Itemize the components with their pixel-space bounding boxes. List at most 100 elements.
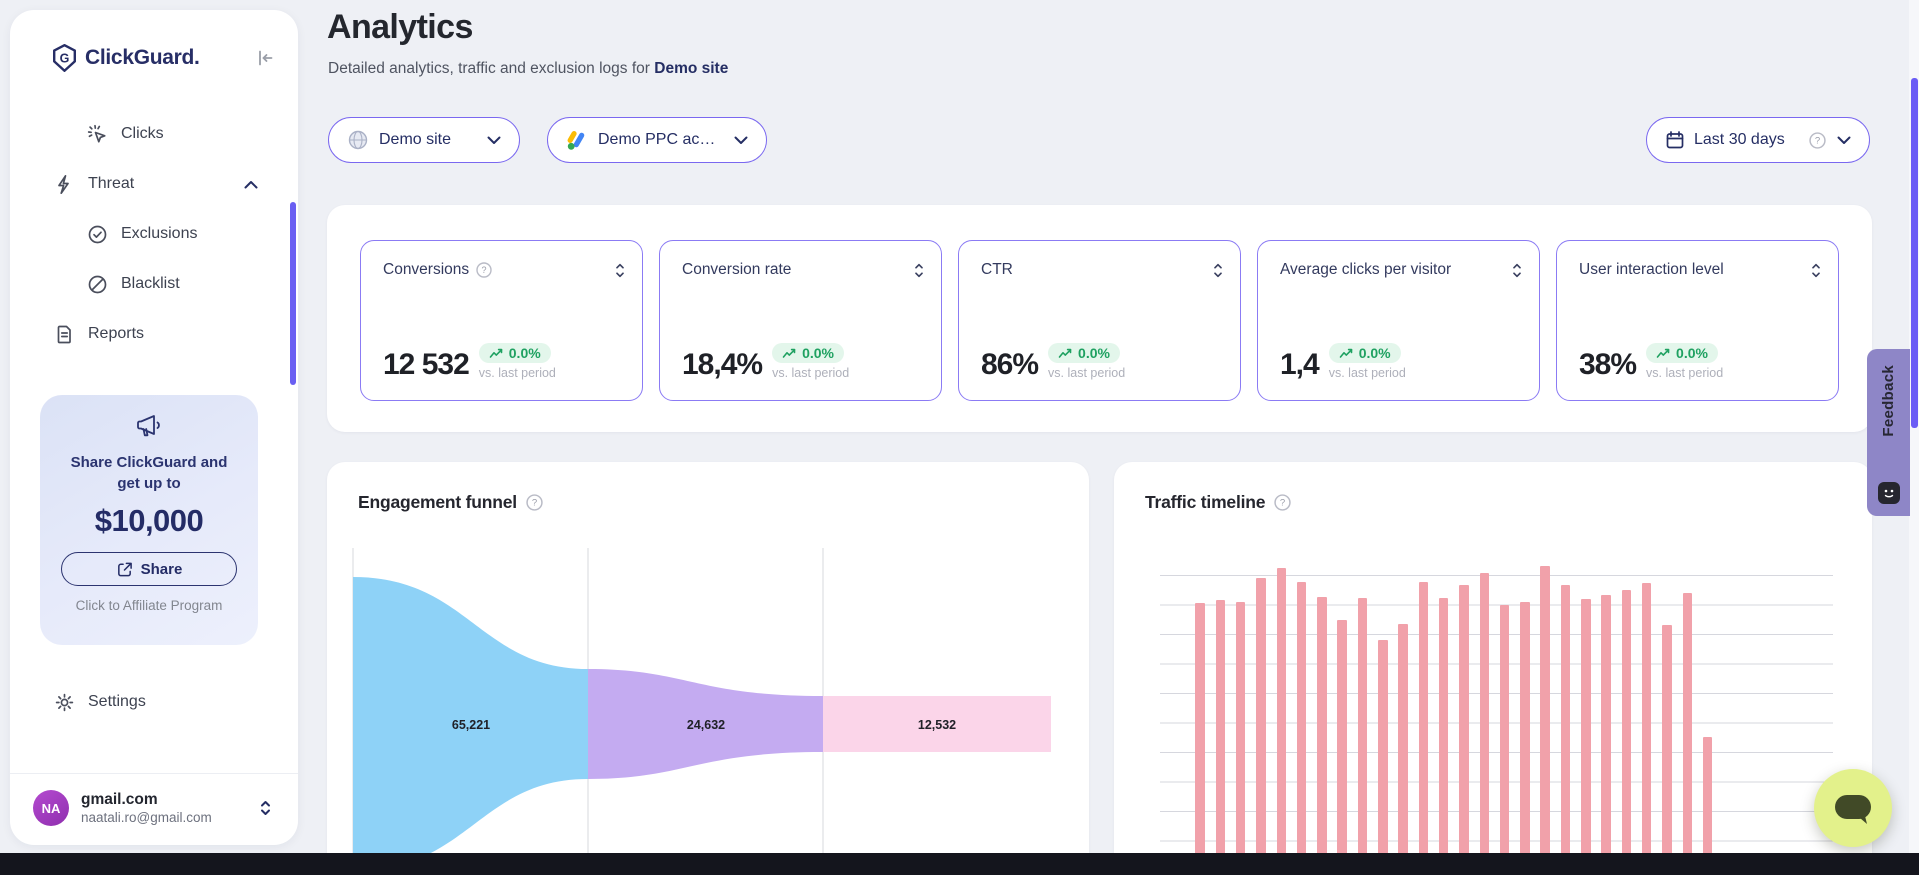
timeline-bar[interactable] (1296, 582, 1307, 875)
timeline-bar[interactable] (1418, 582, 1429, 875)
kpi-card-conversion-rate: Conversion rate 18,4% 0.0% vs. last period (659, 240, 942, 401)
avatar: NA (33, 790, 69, 826)
timeline-bar[interactable] (1682, 593, 1692, 875)
svg-text:?: ? (532, 498, 537, 509)
ppc-account-select-value: Demo PPC ac… (598, 131, 716, 148)
kpi-sort-button[interactable] (614, 262, 626, 279)
kpi-value: 86% (981, 348, 1039, 381)
kpi-card-average-clicks-per-visitor: Average clicks per visitor 1,4 0.0% vs. las… (1257, 240, 1540, 401)
timeline-bar[interactable] (1276, 568, 1286, 875)
kpi-sort-button[interactable] (1810, 262, 1822, 279)
main-scrollbar-thumb[interactable] (1911, 78, 1918, 428)
kpi-change-badge: 0.0% (772, 343, 844, 363)
timeline-bar[interactable] (1317, 597, 1327, 875)
sort-icon (1214, 263, 1222, 277)
sidebar-item-label: Blacklist (121, 275, 180, 292)
timeline-bar[interactable] (1215, 600, 1226, 875)
timeline-bar[interactable] (1337, 620, 1347, 875)
sidebar-item-label: Exclusions (121, 225, 198, 242)
timeline-bar[interactable] (1621, 590, 1632, 875)
kpi-value: 12 532 (383, 348, 470, 381)
sidebar-item-exclusions[interactable]: Exclusions (10, 209, 298, 259)
timeline-bar[interactable] (1499, 605, 1510, 875)
funnel-stage-3[interactable] (823, 696, 1051, 752)
timeline-bar[interactable] (1195, 603, 1205, 875)
sidebar-header: G ClickGuard. (10, 44, 298, 72)
kpi-compare-label: vs. last period (478, 366, 556, 380)
trend-up-icon (489, 348, 503, 358)
sidebar-collapse-button[interactable] (254, 47, 276, 69)
gear-icon (55, 693, 74, 711)
kpi-card-user-interaction-level: User interaction level 38% 0.0% vs. last pe… (1556, 240, 1839, 401)
sidebar-item-reports[interactable]: Reports (10, 309, 298, 359)
affiliate-link[interactable]: Click to Affiliate Program (75, 598, 223, 613)
sidebar-item-clicks[interactable]: Clicks (10, 109, 298, 159)
kpi-sort-button[interactable] (1511, 262, 1523, 279)
timeline-bar[interactable] (1398, 624, 1408, 875)
chat-button[interactable] (1814, 769, 1892, 847)
timeline-bar[interactable] (1479, 573, 1489, 875)
promo-amount: $10,000 (94, 503, 204, 538)
kpi-compare-label: vs. last period (1048, 366, 1126, 380)
engagement-funnel-chart: 65,221 24,632 12,532 (352, 548, 1051, 875)
kpi-value: 1,4 (1280, 348, 1320, 381)
kpi-help-icon[interactable]: ? (476, 262, 492, 278)
chevron-up-icon (244, 180, 258, 188)
timeline-bar[interactable] (1702, 737, 1713, 875)
timeline-bar[interactable] (1459, 585, 1469, 875)
sidebar-item-blacklist[interactable]: Blacklist (10, 259, 298, 309)
chevron-down-icon (487, 136, 501, 144)
promo-text: Share ClickGuard and get up to (70, 454, 228, 492)
timeline-bar[interactable] (1357, 598, 1368, 875)
sort-icon (1513, 263, 1521, 277)
affiliate-promo-card[interactable]: Share ClickGuard and get up to $10,000 Sh… (40, 395, 258, 645)
timeline-bar[interactable] (1520, 602, 1530, 875)
feedback-button[interactable]: Feedback (1867, 349, 1910, 516)
timeline-bar[interactable] (1438, 598, 1449, 875)
account-switcher[interactable]: NA gmail.com naatali.ro@gmail.com (10, 790, 298, 826)
engagement-funnel-card: Engagement funnel ? 65,221 24,632 12,532 (327, 462, 1089, 875)
collapse-left-icon (259, 50, 273, 66)
timeline-bar[interactable] (1235, 602, 1246, 875)
badge-check-icon (88, 225, 107, 243)
kpi-sort-button[interactable] (913, 262, 925, 279)
blocked-icon (88, 275, 107, 293)
traffic-timeline-card: Traffic timeline ? (1114, 462, 1872, 875)
page-subtitle: Detailed analytics, traffic and exclusio… (328, 60, 729, 77)
share-button[interactable]: Share (61, 552, 237, 586)
timeline-title: Traffic timeline (1145, 492, 1266, 512)
kpi-compare-label: vs. last period (1328, 366, 1406, 380)
collapse-section-button[interactable] (244, 180, 258, 189)
timeline-bar[interactable] (1581, 599, 1591, 875)
timeline-bar[interactable] (1256, 578, 1266, 875)
sidebar-item-settings[interactable]: Settings (10, 685, 298, 719)
timeline-bar[interactable] (1662, 625, 1672, 875)
clickguard-logo[interactable]: G ClickGuard. (52, 44, 200, 72)
date-range-help-icon[interactable]: ? (1809, 131, 1826, 149)
sidebar-item-label: Clicks (121, 125, 164, 142)
date-range-select[interactable]: Last 30 days ? (1646, 117, 1870, 163)
funnel-help-icon[interactable]: ? (526, 494, 543, 511)
kpi-label: CTR (981, 261, 1013, 278)
kpi-sort-button[interactable] (1212, 262, 1224, 279)
funnel-stage-1[interactable] (353, 577, 588, 871)
page-title: Analytics (327, 8, 473, 46)
timeline-bar[interactable] (1601, 595, 1611, 875)
timeline-bar[interactable] (1641, 583, 1652, 875)
funnel-stage-2[interactable] (588, 669, 823, 779)
timeline-bar[interactable] (1378, 640, 1388, 875)
main-scrollbar-track[interactable] (1909, 0, 1919, 875)
traffic-timeline-chart (1160, 566, 1833, 875)
timeline-bar[interactable] (1560, 585, 1571, 875)
ppc-account-select[interactable]: Demo PPC ac… (547, 117, 767, 163)
svg-text:G: G (60, 52, 70, 66)
site-select[interactable]: Demo site (328, 117, 520, 163)
timeline-help-icon[interactable]: ? (1274, 494, 1291, 511)
svg-text:?: ? (1815, 135, 1820, 146)
svg-text:?: ? (482, 265, 487, 275)
sort-icon (1812, 263, 1820, 277)
sidebar-scrollbar-thumb[interactable] (290, 202, 296, 385)
timeline-bar[interactable] (1540, 566, 1550, 875)
sidebar-item-threat[interactable]: Threat (10, 159, 298, 209)
